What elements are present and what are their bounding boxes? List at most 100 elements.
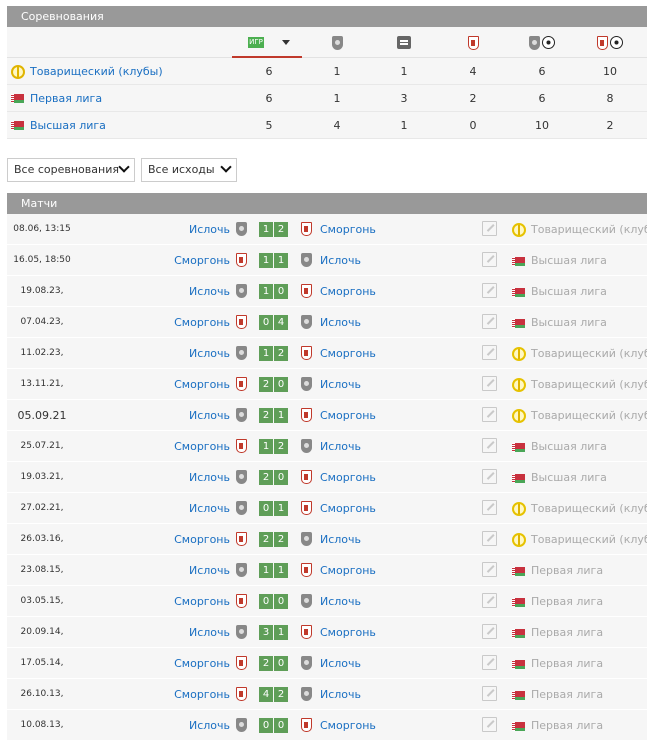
- match-row[interactable]: 26.10.13, 14:00 Сморгонь 42 Ислочь Первая ли…: [7, 679, 647, 730]
- match-row[interactable]: 10.08.13, 17:00 Ислочь 00 Сморгонь Первая ли…: [7, 710, 647, 741]
- islach-crest-icon: [236, 470, 247, 484]
- sort-team-a-wins-column[interactable]: [307, 27, 367, 58]
- home-team-link[interactable]: Ислочь: [188, 285, 230, 298]
- away-score: 4: [274, 315, 288, 330]
- match-row[interactable]: 20.09.14, 13:00 Ислочь 31 Сморгонь Первая ли…: [7, 617, 647, 668]
- away-team-link[interactable]: Ислочь: [320, 316, 362, 329]
- match-row[interactable]: 16.05, 18:50 Сморгонь 1 1 Ислочь Высшая лига: [7, 245, 647, 276]
- islach-crest-icon: [301, 687, 312, 701]
- external-link-icon[interactable]: [482, 624, 497, 639]
- external-link-icon[interactable]: [482, 438, 497, 453]
- home-score: 1: [259, 439, 273, 454]
- draws-icon: [397, 36, 411, 49]
- match-row[interactable]: 13.11.21, 12:00Сморгонь20ИслочьТоварищес…: [7, 369, 647, 420]
- external-link-icon[interactable]: [482, 655, 497, 670]
- away-team-link[interactable]: Сморгонь: [320, 626, 376, 639]
- sort-team-b-goals-column[interactable]: [580, 27, 640, 58]
- home-team-link[interactable]: Сморгонь: [174, 316, 230, 329]
- home-team-link[interactable]: Сморгонь: [174, 533, 230, 546]
- away-team-link[interactable]: Сморгонь: [320, 471, 376, 484]
- match-row[interactable]: 05.09.21 Ислочь 2 1 Сморгонь Товарищеский (кл…: [7, 400, 647, 431]
- competition-stat: 2: [469, 92, 477, 105]
- away-score: 0: [274, 718, 288, 733]
- home-score: 2: [259, 408, 273, 423]
- external-link-icon[interactable]: [482, 593, 497, 608]
- away-team-link[interactable]: Сморгонь: [320, 285, 376, 298]
- home-team-link[interactable]: Ислочь: [188, 347, 230, 360]
- external-link-icon[interactable]: [482, 717, 497, 732]
- home-team-link[interactable]: Ислочь: [188, 502, 230, 515]
- home-team-link[interactable]: Сморгонь: [174, 657, 230, 670]
- home-team-link[interactable]: Ислочь: [188, 564, 230, 577]
- ball-icon: [542, 36, 555, 49]
- home-team-link[interactable]: Сморгонь: [174, 378, 230, 391]
- competition-link[interactable]: Товарищеский (клубы): [11, 58, 163, 85]
- home-score: 2: [259, 377, 273, 392]
- competition-filter-select[interactable]: Все соревнования: [7, 158, 135, 182]
- home-team-link[interactable]: Ислочь: [188, 223, 230, 236]
- home-score: 1: [259, 222, 273, 237]
- away-team-link[interactable]: Ислочь: [320, 533, 362, 546]
- away-team-link[interactable]: Ислочь: [320, 254, 362, 267]
- smorgon-crest-icon: [236, 377, 247, 391]
- away-team-link[interactable]: Ислочь: [320, 440, 362, 453]
- match-row[interactable]: 25.07.21, 19:00Сморгонь12ИслочьВысшая ли…: [7, 431, 647, 482]
- external-link-icon[interactable]: [482, 376, 497, 391]
- home-team-link[interactable]: Ислочь: [188, 626, 230, 639]
- external-link-icon[interactable]: [482, 686, 497, 701]
- match-row[interactable]: 19.03.21, 20:45Ислочь20СморгоньВысшая ли…: [7, 462, 647, 513]
- team-b-wins-icon: [467, 35, 479, 50]
- home-team-link[interactable]: Сморгонь: [174, 688, 230, 701]
- away-team-link[interactable]: Ислочь: [320, 595, 362, 608]
- home-team-link[interactable]: Сморгонь: [174, 595, 230, 608]
- match-row[interactable]: 11.02.23, 12:00Ислочь12СморгоньТоварищес…: [7, 338, 647, 389]
- match-row[interactable]: 17.05.14, 16:00Сморгонь20ИслочьПервая ли…: [7, 648, 647, 699]
- sort-team-b-wins-column[interactable]: [443, 27, 503, 58]
- home-team-link[interactable]: Ислочь: [188, 471, 230, 484]
- outcome-filter-select[interactable]: Все исходы: [141, 158, 237, 182]
- external-link-icon[interactable]: [482, 221, 497, 236]
- smorgon-crest-icon: [301, 718, 312, 732]
- away-team-link[interactable]: Ислочь: [320, 688, 362, 701]
- competition-stat: 6: [265, 92, 273, 105]
- away-team-link[interactable]: Сморгонь: [320, 564, 376, 577]
- home-team-link[interactable]: Сморгонь: [174, 440, 230, 453]
- external-link-icon[interactable]: [482, 314, 497, 329]
- away-team-link[interactable]: Сморгонь: [320, 719, 376, 732]
- external-link-icon[interactable]: [482, 562, 497, 577]
- sort-draws-column[interactable]: [374, 27, 434, 58]
- competition-link[interactable]: Высшая лига: [11, 112, 106, 139]
- home-score: 0: [259, 594, 273, 609]
- external-link-icon[interactable]: [482, 283, 497, 298]
- match-row[interactable]: 26.03.16, 14:00 Сморгонь 22 Ислочь Товарищес…: [7, 524, 647, 575]
- islach-crest-icon: [301, 377, 312, 391]
- sort-team-a-goals-column[interactable]: [512, 27, 572, 58]
- league-name: Первая лига: [531, 595, 604, 608]
- match-row[interactable]: 23.08.15, 16:00 Ислочь 11 Сморгонь Первая ли…: [7, 555, 647, 606]
- home-team-link[interactable]: Ислочь: [188, 409, 230, 422]
- match-row[interactable]: 03.05.15, 16:00 Сморгонь 00 Ислочь Первая ли…: [7, 586, 647, 637]
- match-row[interactable]: 08.06, 13:15 Ислочь 1 2 Сморгонь Товарищеский…: [7, 214, 647, 245]
- home-team-link[interactable]: Ислочь: [188, 719, 230, 732]
- external-link-icon[interactable]: [482, 500, 497, 515]
- competition-stat: 6: [265, 65, 273, 78]
- competition-link[interactable]: Первая лига: [11, 85, 102, 112]
- sort-games-column[interactable]: ИГР: [239, 27, 299, 58]
- external-link-icon[interactable]: [482, 345, 497, 360]
- away-team-link[interactable]: Ислочь: [320, 378, 362, 391]
- external-link-icon[interactable]: [482, 407, 497, 422]
- external-link-icon[interactable]: [482, 469, 497, 484]
- match-row[interactable]: 19.08.23, 17:00Ислочь10СморгоньВысшая ли…: [7, 276, 647, 327]
- away-team-link[interactable]: Сморгонь: [320, 502, 376, 515]
- match-row[interactable]: 27.02.21, 12:00 Ислочь 01 Сморгонь Товарищес…: [7, 493, 647, 544]
- away-team-link[interactable]: Ислочь: [320, 657, 362, 670]
- external-link-icon[interactable]: [482, 531, 497, 546]
- away-team-link[interactable]: Сморгонь: [320, 409, 376, 422]
- home-team-link[interactable]: Сморгонь: [174, 254, 230, 267]
- away-team-link[interactable]: Сморгонь: [320, 223, 376, 236]
- match-row[interactable]: 07.04.23, 18:30 Сморгонь 04 Ислочь Высшая ли…: [7, 307, 647, 358]
- away-team-link[interactable]: Сморгонь: [320, 347, 376, 360]
- external-link-icon[interactable]: [482, 252, 497, 267]
